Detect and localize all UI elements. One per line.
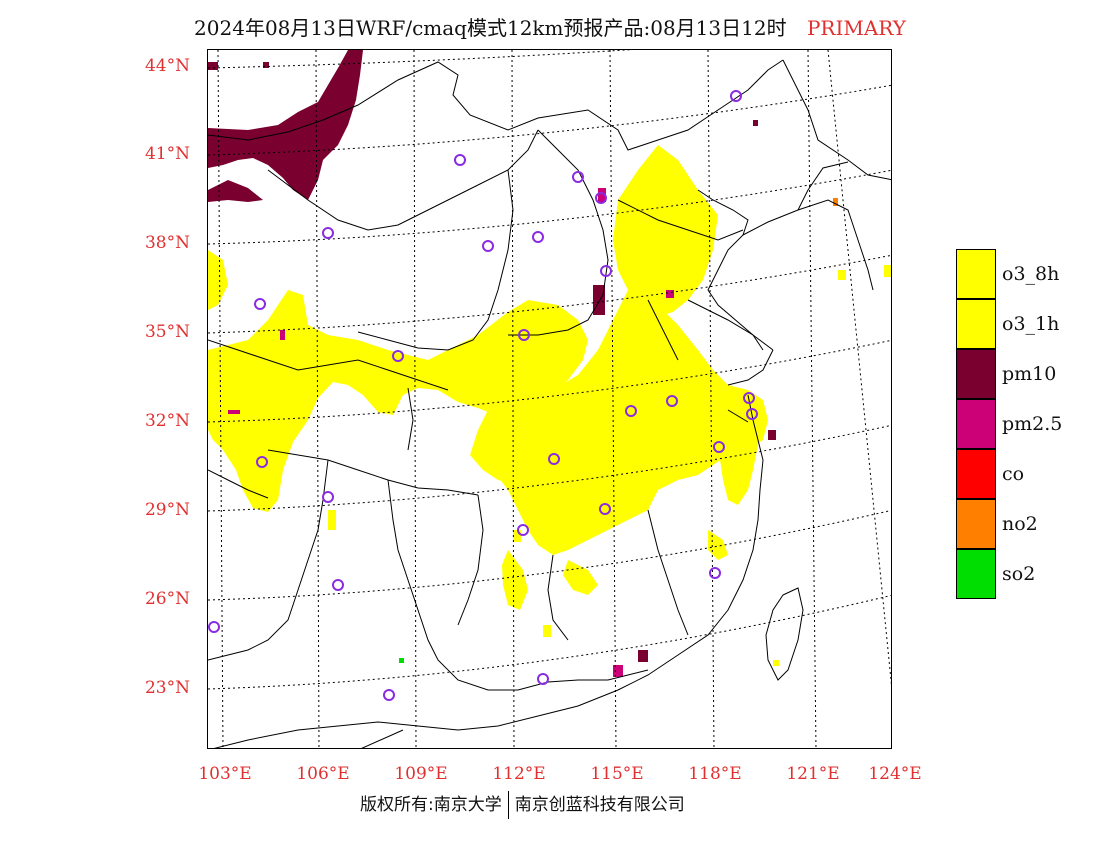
- legend-label-co: co: [1002, 463, 1025, 485]
- lat-label-35: 35°N: [144, 322, 190, 342]
- lon-label-106: 106°E: [296, 764, 350, 784]
- lon-label-115: 115°E: [590, 764, 644, 784]
- map-canvas: [208, 50, 891, 748]
- lat-label-26: 26°N: [144, 589, 190, 609]
- legend-label-o3-1h: o3_1h: [1002, 313, 1060, 335]
- legend-swatch-o3-8h: [956, 249, 996, 299]
- title-primary-tag: PRIMARY: [806, 16, 906, 40]
- lat-label-44: 44°N: [144, 56, 190, 76]
- copyright-footer: 版权所有:南京大学 南京创蓝科技有限公司: [360, 790, 685, 819]
- pm10-field: [208, 50, 776, 662]
- legend-swatch-pm10: [956, 349, 996, 399]
- map-title: 2024年08月13日WRF/cmaq模式12km预报产品:08月13日12时 …: [0, 12, 1100, 41]
- legend-swatch-no2: [956, 499, 996, 549]
- so2-spot: [399, 658, 404, 663]
- lon-label-118: 118°E: [688, 764, 742, 784]
- no2-spot: [833, 198, 838, 206]
- lon-label-109: 109°E: [394, 764, 448, 784]
- province-boundaries: [208, 59, 891, 748]
- lon-label-103: 103°E: [198, 764, 252, 784]
- lon-label-124: 124°E: [868, 764, 922, 784]
- legend-label-pm10: pm10: [1002, 363, 1057, 385]
- o3-field: [208, 145, 891, 666]
- copyright-right: 南京创蓝科技有限公司: [514, 795, 685, 815]
- lon-label-121: 121°E: [786, 764, 840, 784]
- graticule: [208, 50, 891, 748]
- taiwan-outline: [765, 587, 804, 681]
- copyright-left: 版权所有:南京大学: [360, 795, 502, 815]
- lat-label-41: 41°N: [144, 144, 190, 164]
- lat-label-23: 23°N: [144, 678, 190, 698]
- lat-label-32: 32°N: [144, 411, 190, 431]
- legend-label-pm25: pm2.5: [1002, 413, 1063, 435]
- footer-separator: [507, 791, 509, 819]
- legend-swatch-so2: [956, 549, 996, 599]
- legend-swatch-pm25: [956, 399, 996, 449]
- legend-swatch-co: [956, 449, 996, 499]
- pm25-field: [228, 188, 674, 677]
- legend-label-no2: no2: [1002, 513, 1038, 535]
- lat-label-38: 38°N: [144, 233, 190, 253]
- lon-label-112: 112°E: [492, 764, 546, 784]
- title-text: 2024年08月13日WRF/cmaq模式12km预报产品:08月13日12时: [194, 16, 787, 40]
- legend-label-o3-8h: o3_8h: [1002, 263, 1060, 285]
- lat-label-29: 29°N: [144, 500, 190, 520]
- legend-label-so2: so2: [1002, 563, 1036, 585]
- station-markers: [208, 90, 758, 701]
- map-frame: [207, 49, 892, 749]
- legend-swatch-o3-1h: [956, 299, 996, 349]
